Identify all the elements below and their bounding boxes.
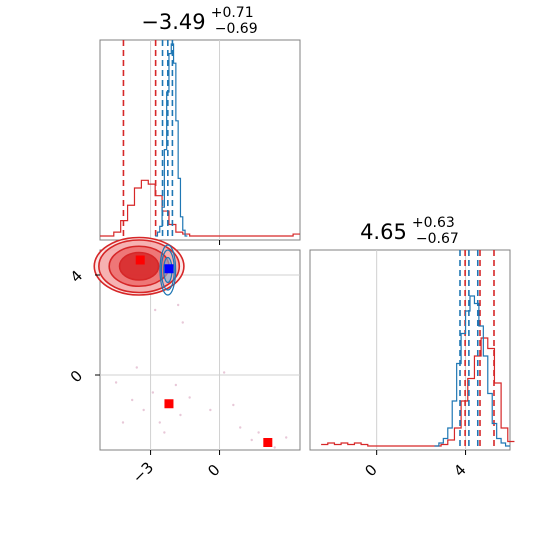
joint-xtick-label: 0 [204, 461, 223, 480]
blue-contour-level [160, 249, 175, 291]
marker-square [135, 255, 145, 265]
histogram-series-1 [155, 43, 188, 237]
scatter-point [285, 436, 288, 439]
panel-param1-title: −3.49 +0.71 −0.69 [141, 2, 258, 37]
scatter-point [179, 413, 182, 417]
histogram-series-0 [321, 337, 515, 447]
panel-param1-grid [150, 40, 221, 240]
panel-param2-marks [321, 250, 515, 450]
panel-param1-histogram: −3.49 +0.71 −0.69 [99, 2, 301, 245]
joint-ytick-label: 0 [67, 367, 86, 386]
scatter-point [273, 446, 276, 449]
histogram-series-0 [100, 179, 300, 237]
param2-xtick-label: 0 [361, 461, 380, 480]
histogram-series-1 [434, 295, 510, 447]
joint-ytick-label: 4 [67, 267, 86, 286]
scatter-point [250, 438, 253, 442]
scatter-point [121, 421, 125, 424]
panel-joint-contour: −3 0 0 4 [67, 236, 301, 487]
panel-param1-title-lower: −0.69 [215, 21, 258, 37]
scatter-point [222, 371, 226, 374]
panel-joint-frame [99, 249, 301, 451]
scatter-point [158, 421, 161, 424]
panel-param2-ticks [376, 450, 467, 455]
panel-param1-title-upper: +0.71 [211, 5, 254, 21]
scatter-point [114, 381, 118, 384]
panel-param2-frame [309, 249, 511, 451]
panel-param1-frame [99, 39, 301, 241]
scatter-point [232, 403, 235, 407]
scatter-point [130, 398, 134, 402]
marker-square [164, 399, 174, 409]
marker-square [263, 438, 273, 447]
scatter-point [153, 308, 157, 312]
panel-joint-marks [93, 236, 288, 449]
panel-param2-title: 4.65 +0.63 −0.67 [360, 212, 460, 247]
panel-joint-ticks [95, 274, 221, 455]
scatter-point [142, 408, 145, 412]
scatter-point [209, 408, 212, 412]
panel-param1-marks [100, 40, 300, 240]
blue-contour-level [159, 244, 177, 296]
panel-param2-title-value: 4.65 [360, 220, 407, 244]
panel-param2-title-lower: −0.67 [416, 231, 459, 247]
param2-xtick-label: 4 [450, 461, 469, 480]
scatter-point [239, 426, 242, 429]
scatter-point [151, 391, 155, 394]
scatter-point [257, 431, 260, 434]
scatter-point [135, 366, 138, 369]
joint-xtick-label: −3 [129, 458, 157, 486]
scatter-point [174, 383, 178, 387]
panel-param2-histogram: 0 4 4.65 +0.63 −0.67 [309, 212, 515, 480]
red-contour-level [118, 251, 160, 281]
scatter-point [188, 396, 191, 399]
marker-square [164, 264, 174, 274]
scatter-point [176, 303, 180, 307]
scatter-point [181, 321, 184, 324]
panel-param1-title-value: −3.49 [141, 10, 205, 34]
scatter-point [163, 431, 166, 434]
panel-param2-title-upper: +0.63 [412, 215, 455, 231]
